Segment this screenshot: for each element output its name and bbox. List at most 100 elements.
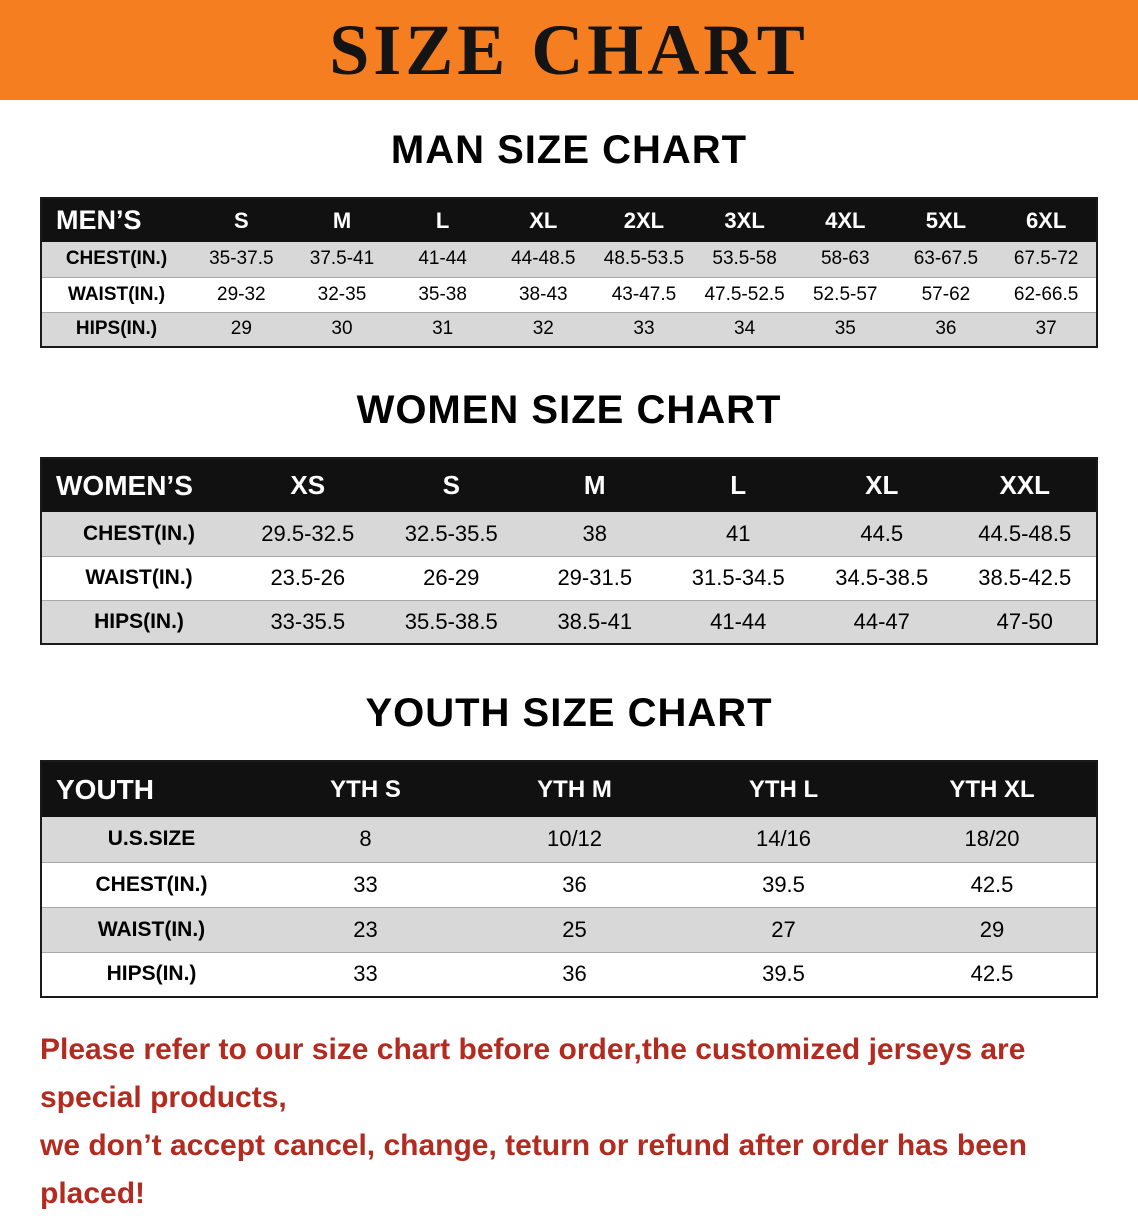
size-chart-banner: SIZE CHART (0, 0, 1138, 100)
value-cell: 36 (935, 318, 957, 340)
size-header-cell: 2XL (623, 207, 665, 233)
row-label-cell: CHEST(IN.) (65, 248, 168, 270)
value-cell: 43-47.5 (611, 283, 677, 305)
table-row: CHEST(IN.) 33 36 39.5 42.5 (41, 862, 1097, 907)
row-label-cell: CHEST(IN.) (95, 872, 208, 896)
value-cell: 31 (432, 318, 454, 340)
value-cell: 41-44 (710, 608, 767, 634)
table-title-cell: YOUTH (56, 773, 154, 805)
value-cell: 23 (353, 916, 378, 942)
table-title-cell: WOMEN’S (56, 469, 193, 501)
row-label-cell: U.S.SIZE (107, 827, 196, 851)
size-header-cell: M (583, 470, 606, 500)
value-cell: 41-44 (418, 248, 467, 270)
table-row: WAIST(IN.) 29-32 32-35 35-38 38-43 43-47.5 47.… (41, 277, 1097, 312)
value-cell: 36 (562, 871, 587, 897)
value-cell: 25 (562, 916, 587, 942)
size-header-cell: M (332, 207, 352, 233)
table-row: HIPS(IN.) 33-35.5 35.5-38.5 38.5-41 41-44 44-… (41, 600, 1097, 644)
youth-size-chart-section: YOUTH SIZE CHART YOUTH YTH S YTH M YTH L YTH… (0, 691, 1138, 998)
value-cell: 29 (230, 318, 252, 340)
table-header-row: WOMEN’S XS S M L XL XXL (41, 458, 1097, 512)
mens-size-table: MEN’S S M L XL 2XL 3XL 4XL 5XL 6XL CHEST(IN.) 35-37… (40, 197, 1098, 348)
size-header-cell: S (233, 207, 249, 233)
row-label-cell: CHEST(IN.) (83, 521, 195, 545)
women-section-heading: WOMEN SIZE CHART (356, 388, 782, 432)
size-header-cell: L (730, 470, 747, 500)
value-cell: 44.5 (860, 520, 904, 546)
size-header-cell: 5XL (925, 207, 967, 233)
value-cell: 32.5-35.5 (404, 520, 498, 546)
value-cell: 29.5-32.5 (261, 520, 355, 546)
table-header-row: YOUTH YTH S YTH M YTH L YTH XL (41, 761, 1097, 817)
value-cell: 35 (834, 318, 856, 340)
size-header-cell: XS (290, 470, 326, 500)
value-cell: 48.5-53.5 (603, 248, 685, 270)
table-row: CHEST(IN.) 35-37.5 37.5-41 41-44 44-48.5 48.5… (41, 242, 1097, 277)
value-cell: 33-35.5 (270, 608, 346, 634)
size-header-cell: XL (865, 470, 899, 500)
value-cell: 53.5-58 (712, 248, 777, 270)
value-cell: 36 (562, 961, 587, 987)
value-cell: 10/12 (546, 826, 603, 852)
women-size-chart-section: WOMEN SIZE CHART WOMEN’S XS S M L XL XXL CHEST(… (0, 388, 1138, 645)
value-cell: 30 (331, 318, 353, 340)
value-cell: 32 (532, 318, 554, 340)
table-row: HIPS(IN.) 29 30 31 32 33 34 35 36 37 (41, 312, 1097, 347)
value-cell: 47.5-52.5 (704, 283, 785, 305)
value-cell: 18/20 (964, 826, 1020, 852)
size-header-cell: XL (529, 207, 558, 233)
value-cell: 32-35 (317, 283, 367, 305)
value-cell: 38.5-41 (557, 608, 633, 634)
size-header-cell: 4XL (825, 207, 866, 233)
value-cell: 44.5-48.5 (978, 520, 1072, 546)
value-cell: 38 (582, 520, 607, 546)
value-cell: 42.5 (970, 871, 1014, 897)
size-header-cell: YTH XL (949, 775, 1035, 803)
youth-section-heading: YOUTH SIZE CHART (365, 691, 773, 735)
value-cell: 29-31.5 (557, 565, 633, 590)
womens-size-table: WOMEN’S XS S M L XL XXL CHEST(IN.) 29.5-32.5 32.5… (40, 457, 1098, 645)
order-notice-line-1: Please refer to our size chart before or… (40, 1033, 1026, 1114)
value-cell: 35-38 (418, 283, 467, 305)
table-row: U.S.SIZE 8 10/12 14/16 18/20 (41, 817, 1097, 862)
order-notice: Please refer to our size chart before or… (40, 1026, 1098, 1218)
value-cell: 35.5-38.5 (404, 608, 498, 634)
value-cell: 38.5-42.5 (978, 565, 1072, 590)
value-cell: 14/16 (755, 826, 812, 852)
man-size-chart-section: MAN SIZE CHART MEN’S S M L XL 2XL 3XL 4XL 5XL 6XL… (0, 128, 1138, 348)
table-row: HIPS(IN.) 33 36 39.5 42.5 (41, 952, 1097, 997)
row-label-cell: WAIST(IN.) (97, 917, 206, 941)
row-label-cell: WAIST(IN.) (67, 283, 166, 305)
value-cell: 27 (771, 916, 796, 942)
banner-title: SIZE CHART (329, 9, 809, 90)
table-header-row: MEN’S S M L XL 2XL 3XL 4XL 5XL 6XL (41, 198, 1097, 242)
value-cell: 58-63 (820, 248, 870, 270)
row-label-cell: HIPS(IN.) (75, 318, 158, 340)
value-cell: 47-50 (996, 608, 1053, 634)
value-cell: 42.5 (970, 961, 1014, 987)
value-cell: 67.5-72 (1013, 248, 1079, 270)
value-cell: 44-48.5 (511, 248, 576, 270)
row-label-cell: HIPS(IN.) (94, 609, 184, 633)
table-row: CHEST(IN.) 29.5-32.5 32.5-35.5 38 41 44.5 44.5… (41, 512, 1097, 556)
value-cell: 23.5-26 (270, 565, 346, 590)
youth-size-table: YOUTH YTH S YTH M YTH L YTH XL U.S.SIZE 8 10/12… (40, 760, 1098, 998)
size-header-cell: XXL (999, 470, 1051, 500)
value-cell: 38-43 (518, 283, 568, 305)
size-header-cell: YTH L (748, 775, 819, 803)
value-cell: 62-66.5 (1013, 283, 1079, 305)
table-title-cell: MEN’S (56, 205, 142, 235)
size-header-cell: 6XL (1025, 207, 1067, 233)
value-cell: 37.5-41 (309, 248, 375, 270)
value-cell: 34.5-38.5 (835, 565, 929, 590)
man-section-heading: MAN SIZE CHART (390, 128, 748, 172)
value-cell: 63-67.5 (913, 248, 979, 270)
value-cell: 33 (633, 318, 655, 340)
value-cell: 29 (979, 916, 1005, 942)
value-cell: 33 (353, 961, 378, 987)
size-header-cell: 3XL (724, 207, 765, 233)
value-cell: 31.5-34.5 (691, 565, 785, 590)
value-cell: 37 (1035, 318, 1057, 340)
value-cell: 39.5 (762, 961, 805, 987)
